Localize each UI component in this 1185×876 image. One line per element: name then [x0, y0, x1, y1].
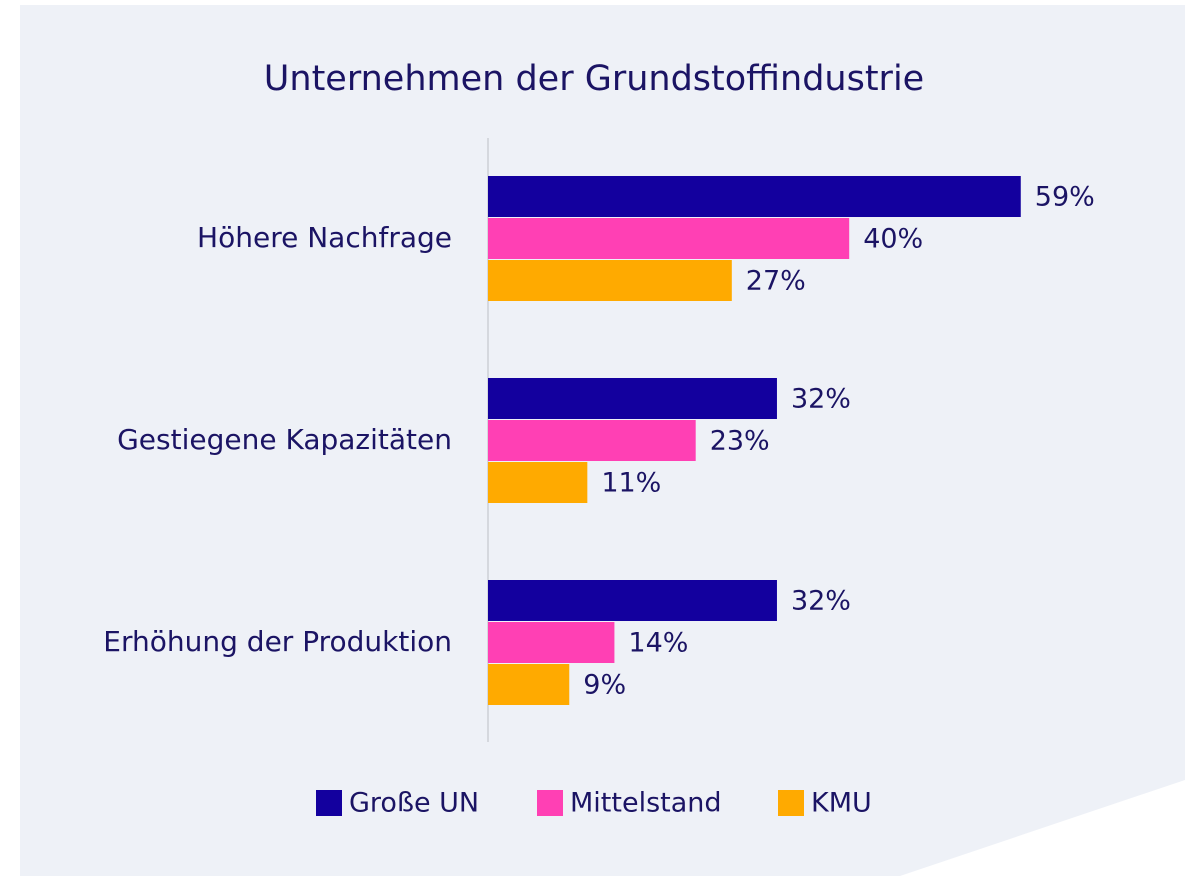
legend-label: Große UN: [349, 788, 479, 819]
bar: [488, 462, 588, 503]
value-label: 23%: [710, 426, 770, 457]
legend-label: KMU: [811, 788, 872, 819]
category-label: Erhöhung der Produktion: [103, 625, 452, 658]
legend-swatch: [316, 790, 342, 816]
legend: Große UN Mittelstand KMU: [316, 788, 872, 819]
value-label: 59%: [1035, 182, 1095, 213]
bar: [488, 378, 777, 419]
bar: [488, 218, 850, 259]
category-label: Höhere Nachfrage: [197, 221, 452, 254]
value-label: 32%: [791, 586, 851, 617]
bar: [488, 420, 696, 461]
value-label: 14%: [628, 628, 688, 659]
value-label: 27%: [746, 266, 806, 297]
value-label: 32%: [791, 384, 851, 415]
legend-swatch: [778, 790, 804, 816]
bar: [488, 176, 1021, 217]
bar: [488, 622, 615, 663]
legend-swatch: [537, 790, 563, 816]
legend-label: Mittelstand: [570, 788, 722, 819]
bar: [488, 580, 777, 621]
category-label: Gestiegene Kapazitäten: [117, 423, 452, 456]
chart-title: Unternehmen der Grundstoffindustrie: [264, 59, 924, 99]
bar: [488, 664, 570, 705]
value-label: 40%: [863, 224, 923, 255]
value-label: 9%: [583, 670, 626, 701]
bar: [488, 260, 732, 301]
value-label: 11%: [601, 468, 661, 499]
